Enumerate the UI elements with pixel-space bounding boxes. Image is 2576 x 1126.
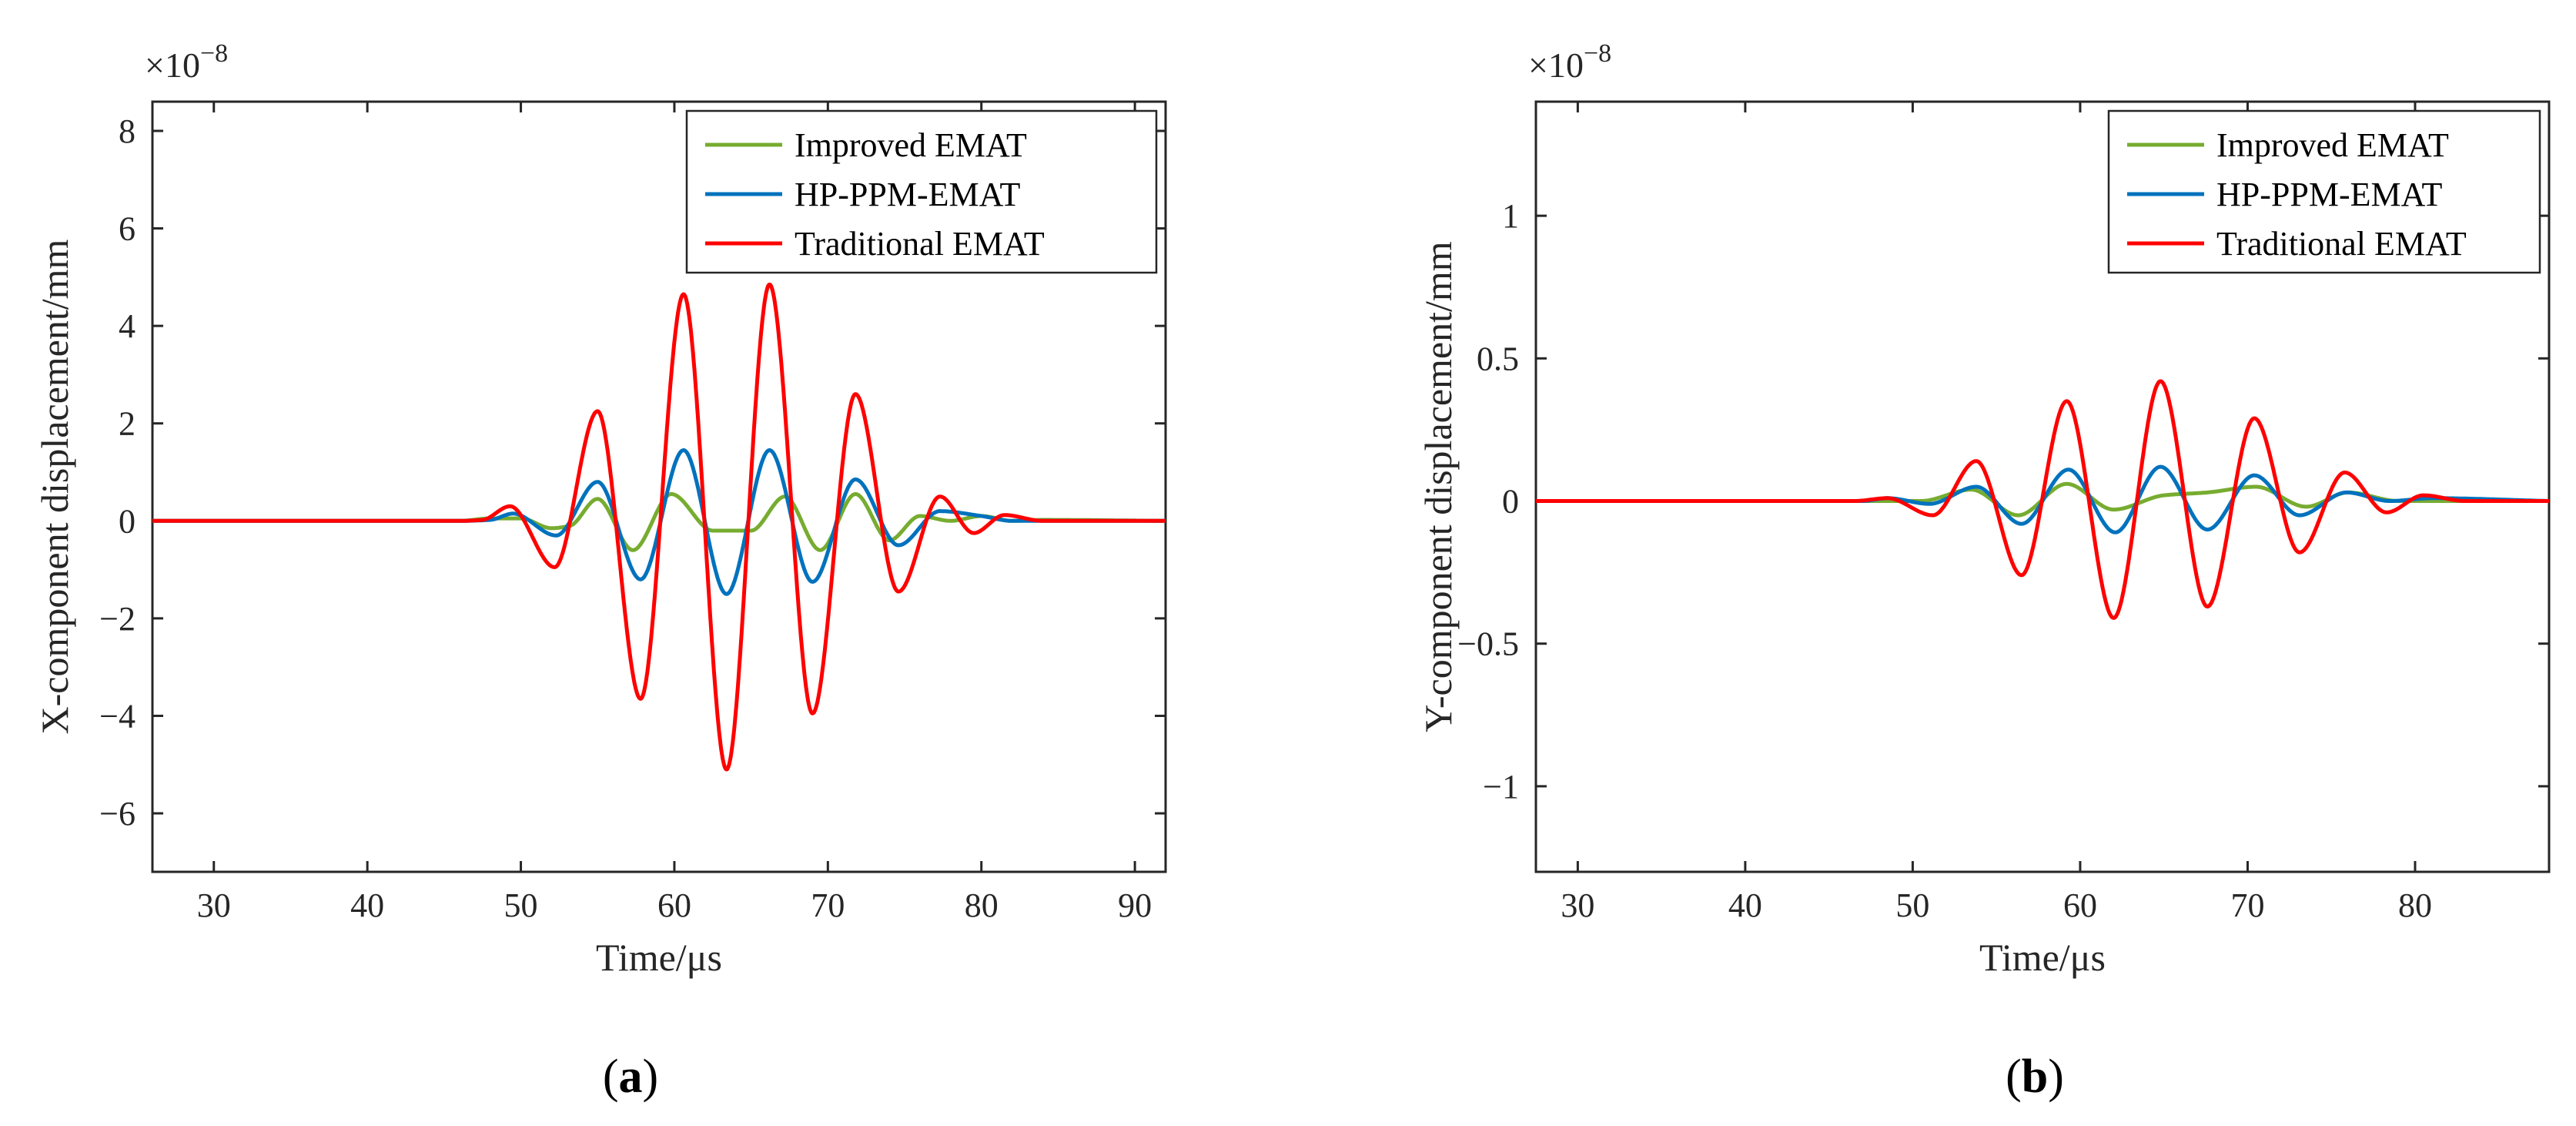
exponent-base-a: ×10 <box>145 45 200 85</box>
y-axis-label-b: Y-component displacement/mm <box>1417 241 1460 732</box>
x-tick-label: 70 <box>2230 886 2264 924</box>
panel-label-b: (b) <box>2006 1051 2064 1103</box>
panel-label-a-close: ) <box>643 1051 659 1103</box>
panel-label-b-letter: b <box>2022 1051 2048 1103</box>
y-tick-label: −1 <box>1483 768 1519 806</box>
panel-label-b-close: ) <box>2048 1051 2064 1103</box>
legend-box-a <box>685 109 1158 274</box>
series-line-b-3 <box>1534 379 2551 620</box>
legend-entry-b-1: Improved EMAT <box>2216 126 2449 164</box>
ticks-a: 30 40 50 60 70 80 90 −6 −4 −2 0 2 4 6 8 <box>99 102 1166 924</box>
y-tick-label: 0.5 <box>1477 340 1519 377</box>
legend-entry-a-3: Traditional EMAT <box>795 225 1045 263</box>
y-tick-label: −4 <box>99 697 135 735</box>
x-tick-label: 60 <box>657 886 691 924</box>
panel-label-a-letter: a <box>619 1051 643 1103</box>
y-axis-label-a: X-component displacement/mm <box>33 239 76 734</box>
y-tick-label: 0 <box>119 502 135 540</box>
x-tick-label: 80 <box>965 886 999 924</box>
legend-entry-b-3: Traditional EMAT <box>2216 225 2467 263</box>
x-tick-label: 80 <box>2398 886 2432 924</box>
exponent-power-a: −8 <box>200 39 228 68</box>
exponent-base-b: ×10 <box>1528 45 1584 85</box>
y-tick-label: 2 <box>119 405 135 443</box>
x-tick-label: 30 <box>1561 886 1594 924</box>
y-tick-label: −2 <box>99 600 135 638</box>
legend-a: Improved EMAT HP-PPM-EMAT Traditional EMAT <box>685 109 1158 274</box>
exponent-label-b: ×10−8 <box>1528 39 1611 85</box>
exponent-label-a: ×10−8 <box>145 39 228 85</box>
panel-label-a: (a) <box>603 1051 658 1103</box>
exponent-power-b: −8 <box>1584 39 1611 68</box>
x-tick-label: 50 <box>1895 886 1929 924</box>
legend-entry-a-1: Improved EMAT <box>795 126 1027 164</box>
x-tick-label: 40 <box>1728 886 1762 924</box>
x-tick-label: 70 <box>811 886 845 924</box>
x-tick-label: 40 <box>350 886 384 924</box>
series-line-a-3 <box>151 282 1167 772</box>
legend-box-b <box>2107 109 2541 274</box>
series-lines-a <box>151 282 1167 772</box>
panel-label-b-open: ( <box>2006 1051 2022 1103</box>
legend-entry-a-2: HP-PPM-EMAT <box>795 176 1021 213</box>
y-tick-label: 6 <box>119 210 135 248</box>
y-tick-label: 8 <box>119 112 135 150</box>
x-axis-label-a: Time/μs <box>596 936 722 979</box>
y-tick-label: −6 <box>99 795 135 833</box>
y-tick-label: 4 <box>119 307 135 345</box>
panel-label-a-open: ( <box>603 1051 619 1103</box>
legend-entry-b-2: HP-PPM-EMAT <box>2216 176 2443 213</box>
x-tick-label: 90 <box>1118 886 1152 924</box>
chart-panel-b: 30 40 50 60 70 80 −1 −0.5 0 0.5 1 ×10−8 Time/μs Y-… <box>1417 39 2551 1103</box>
x-tick-label: 60 <box>2063 886 2097 924</box>
x-tick-label: 50 <box>504 886 538 924</box>
x-axis-label-b: Time/μs <box>1979 936 2106 979</box>
x-tick-label: 30 <box>197 886 231 924</box>
y-tick-label: 0 <box>1502 483 1519 521</box>
series-lines-b <box>1534 379 2551 620</box>
y-tick-label: −0.5 <box>1457 625 1519 663</box>
y-tick-label: 1 <box>1502 197 1519 235</box>
legend-b: Improved EMAT HP-PPM-EMAT Traditional EMAT <box>2107 109 2541 274</box>
